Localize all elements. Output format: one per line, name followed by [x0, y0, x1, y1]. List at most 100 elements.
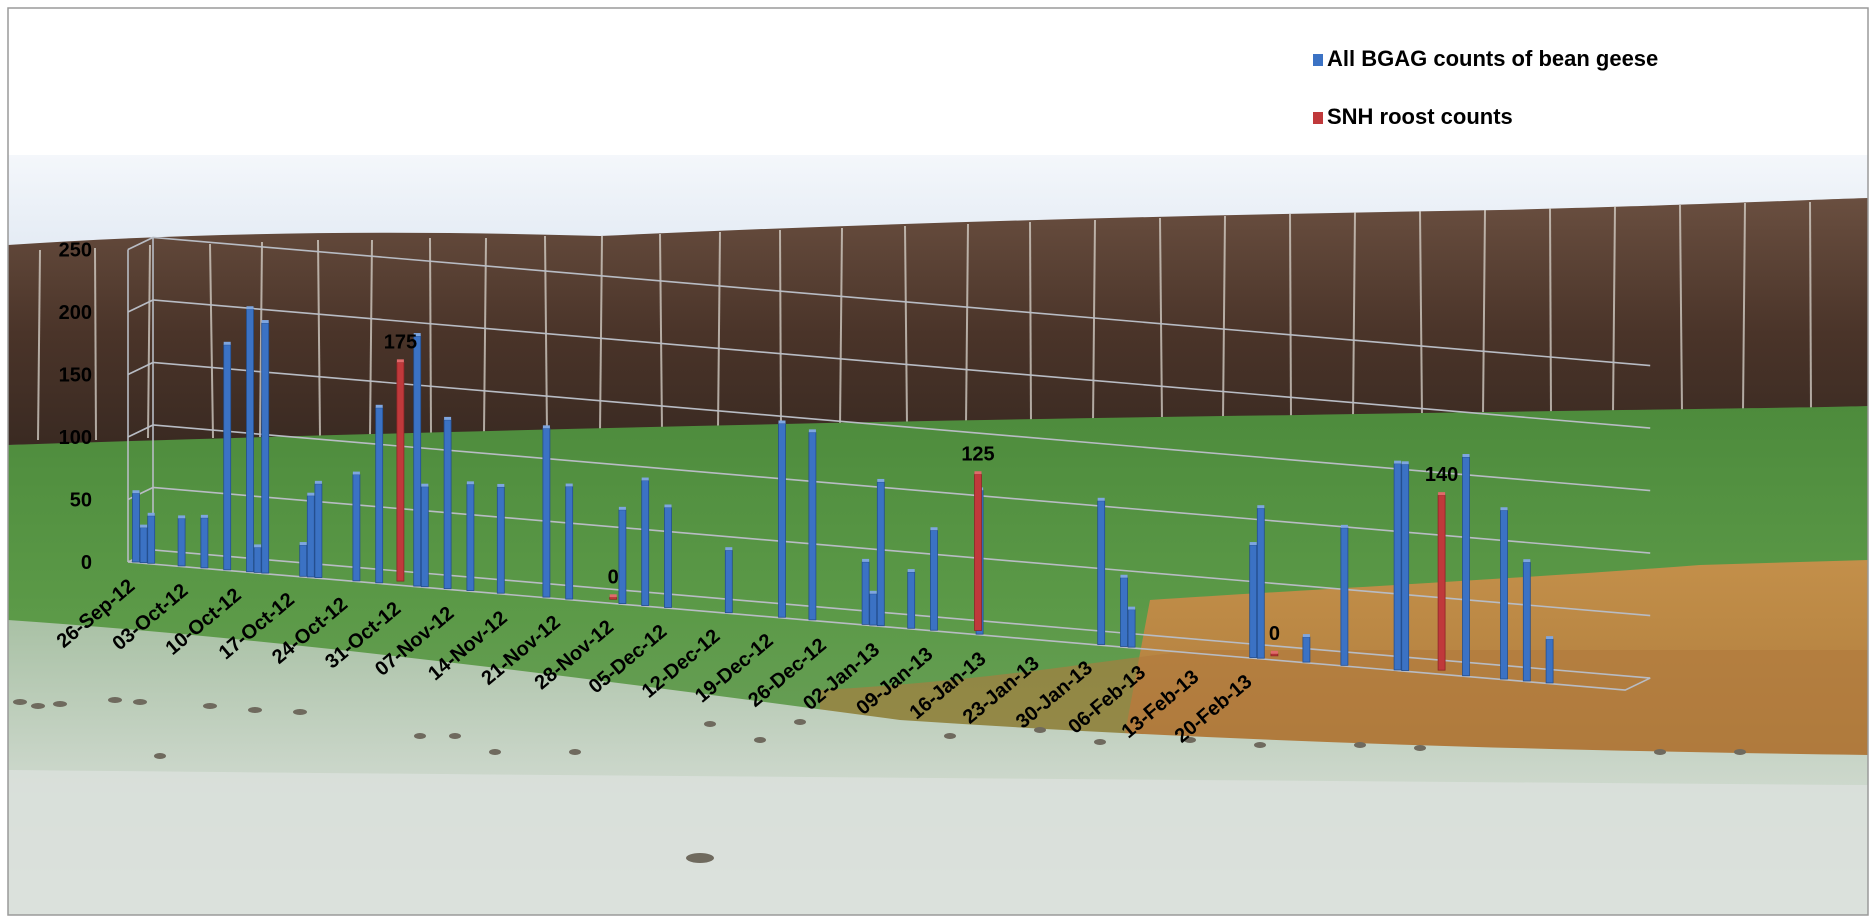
snh-roost-bar [974, 473, 982, 631]
bgag-count-bar-top [375, 404, 383, 408]
data-labels: 175 0 125 0 140 [384, 331, 1459, 644]
bgag-count-bar [223, 344, 232, 571]
bgag-count-bar-top [862, 558, 870, 562]
bgag-count-bar-top [246, 306, 254, 310]
bgag-count-bar [1302, 636, 1311, 663]
data-label: 175 [384, 331, 417, 353]
bgag-count-bar [132, 492, 140, 563]
bgag-count-bar-top [1128, 606, 1136, 610]
legend-swatch [1313, 54, 1323, 66]
bgag-count-bar [1249, 544, 1258, 658]
chart-bars [132, 306, 1554, 684]
bgag-count-bar-top [877, 478, 885, 482]
bgag-count-bar-top [930, 527, 938, 531]
bgag-count-bar-top [641, 477, 649, 481]
bgag-count-bar-top [1462, 454, 1470, 457]
bgag-count-bar [618, 509, 627, 605]
bgag-count-bar-top [254, 544, 262, 548]
bgag-count-bar [496, 486, 505, 594]
bgag-count-bar-top [147, 512, 155, 516]
bgag-count-bar-top [1523, 559, 1531, 563]
legend-label: All BGAG counts of bean geese [1327, 46, 1658, 71]
snh-roost-bar-top [1270, 650, 1278, 654]
bgag-count-bar-top [261, 320, 269, 324]
bgag-count-bar-top [808, 429, 816, 433]
bgag-count-bar [1256, 507, 1265, 659]
bgag-count-bar-top [1249, 542, 1257, 546]
background-photo [8, 8, 1868, 915]
bgag-count-bar [1127, 609, 1136, 648]
bgag-count-bar-top [299, 542, 307, 546]
bgag-count-bar [314, 483, 323, 579]
bgag-count-bar [1500, 509, 1508, 680]
bgag-count-bar [147, 515, 156, 564]
bgag-count-bar-top [223, 341, 231, 345]
bgag-count-bar [139, 527, 148, 564]
bgag-count-bar [876, 481, 885, 627]
bgag-count-bar [352, 474, 361, 582]
bgag-count-bar [1120, 577, 1128, 647]
data-label: 140 [1425, 464, 1458, 486]
snh-roost-bar [1437, 494, 1446, 671]
bgag-count-bar [1340, 527, 1349, 666]
bgag-count-bar-top [466, 481, 474, 485]
bgag-count-bar [1545, 638, 1554, 684]
floor-edge [127, 561, 1651, 691]
bgag-count-bar-top [1394, 460, 1402, 464]
bgag-count-bar [375, 407, 384, 584]
bgag-count-bar [724, 549, 733, 614]
y-tick-label: 0 [81, 552, 92, 574]
snh-roost-bar-top [1438, 492, 1446, 496]
bgag-count-bar-top [132, 490, 140, 494]
snh-roost-bar-top [396, 359, 404, 363]
bgag-count-bar-top [1120, 574, 1128, 578]
snh-roost-bar-top [974, 471, 982, 475]
bgag-count-bar [808, 431, 817, 621]
bgag-count-bar-top [352, 471, 360, 475]
bgag-count-bar [443, 419, 452, 590]
bgag-count-bar-top [1401, 461, 1409, 465]
bgag-count-bar-top [1097, 497, 1105, 501]
bgag-count-bar [1393, 463, 1402, 671]
bgag-count-bar-top [1546, 636, 1554, 640]
bgag-count-bar [861, 561, 870, 625]
bgag-count-bar-top [618, 506, 626, 510]
bgag-count-bar [261, 322, 270, 574]
legend: All BGAG counts of bean geese SNH roost c… [1313, 46, 1658, 129]
bgag-count-bar-top [444, 416, 452, 420]
y-tick-label: 250 [59, 240, 92, 262]
legend-label: SNH roost counts [1327, 104, 1513, 129]
y-axis: 0 50 100 150 200 250 [59, 240, 92, 575]
bgag-count-bar-top [421, 483, 429, 487]
bgag-count-bar-top [869, 590, 877, 594]
bgag-count-bar-top [307, 492, 315, 496]
legend-swatch [1313, 112, 1323, 124]
data-label: 0 [1269, 623, 1280, 645]
bgag-count-bar [253, 547, 262, 573]
bgag-count-bar [306, 495, 315, 578]
bgag-count-bar [907, 571, 916, 629]
bgag-count-bar-top [413, 333, 421, 337]
bgag-count-bar-top [1340, 524, 1348, 528]
y-tick-label: 100 [59, 427, 92, 449]
bgag-count-bar [542, 427, 551, 598]
bgag-count-bar [664, 507, 672, 608]
bgag-count-bar [1522, 561, 1531, 682]
geese-flock [13, 697, 1746, 863]
bgag-count-bar [778, 423, 786, 618]
snh-roost-bar [396, 361, 405, 582]
snh-roost-bar-top [609, 594, 617, 598]
bgag-count-bar [565, 486, 574, 600]
bgag-count-bar [413, 335, 422, 587]
bgag-count-bar-top [314, 480, 322, 484]
bgag-count-bar [177, 518, 186, 567]
bgag-count-bar-top [140, 524, 148, 528]
chart-border [7, 7, 1869, 916]
bgag-count-bar-top [497, 483, 505, 487]
bgag-count-bar-top [664, 504, 672, 508]
bgag-count-bar [466, 483, 475, 592]
data-label: 0 [608, 566, 619, 588]
bgag-count-bar [200, 517, 209, 569]
